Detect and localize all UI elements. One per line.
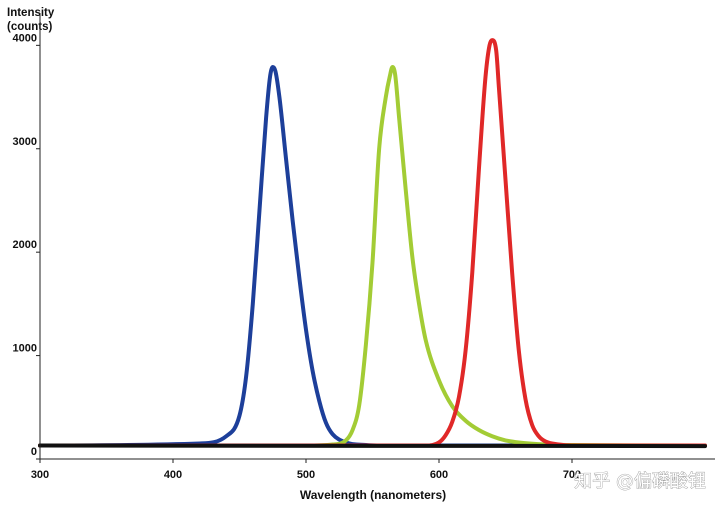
watermark: 知乎 @偏磷酸锂	[574, 471, 706, 492]
axes-group: 0 1000 2000 3000 4000 300 400 500 600 700	[13, 13, 715, 481]
y-tick-label: 3000	[13, 136, 37, 148]
y-tick-label: 4000	[13, 32, 37, 44]
y-axis-title-line: Intensity	[7, 7, 55, 19]
series-line-2	[38, 65, 707, 448]
x-tick-label: 300	[31, 469, 49, 481]
series-group	[38, 38, 707, 449]
x-axis-title: Wavelength (nanometers)	[300, 488, 446, 502]
series-line-4	[38, 443, 707, 449]
y-tick-label: 1000	[13, 343, 37, 355]
y-axis-title: Intensity (counts)	[7, 7, 55, 33]
y-tick-label: 0	[31, 446, 37, 458]
x-tick-label: 600	[430, 469, 448, 481]
y-tick-label: 2000	[13, 239, 37, 251]
y-axis-title-line: (counts)	[7, 21, 53, 33]
x-tick-label: 700	[563, 469, 581, 481]
x-tick-label: 500	[297, 469, 315, 481]
series-line-3	[38, 38, 707, 448]
x-tick-label: 400	[164, 469, 182, 481]
